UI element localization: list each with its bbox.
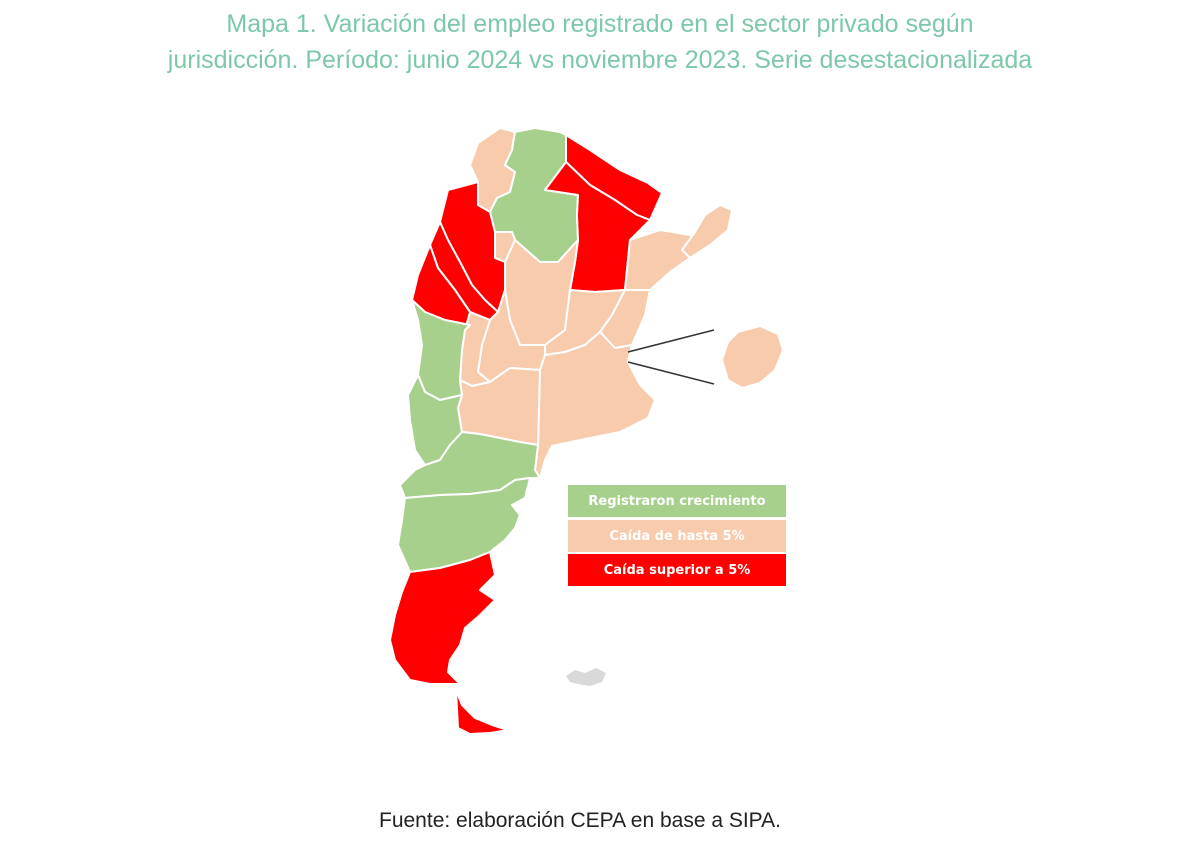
province-buenos-aires [534,331,656,479]
province-chubut [397,477,531,573]
province-santa-cruz [389,551,496,685]
province-tierra-del-fuego [455,689,509,735]
province-misiones [681,204,733,259]
caba-callout-line-upper [627,329,715,353]
province-corrientes [624,229,696,291]
province-caba-inset [721,325,784,389]
legend-drop-over-5: Caída superior a 5% [568,554,786,586]
malvinas-islands [566,668,606,686]
caba-callout-line-lower [627,361,715,385]
map-title-line-2: jurisdicción. Período: junio 2024 vs nov… [167,46,1033,74]
legend-drop-up-to-5: Caída de hasta 5% [568,520,786,552]
source-note: Fuente: elaboración CEPA en base a SIPA. [379,809,781,832]
map-title-line-1: Mapa 1. Variación del empleo registrado … [226,10,974,38]
legend-growth: Registraron crecimiento [568,485,786,517]
